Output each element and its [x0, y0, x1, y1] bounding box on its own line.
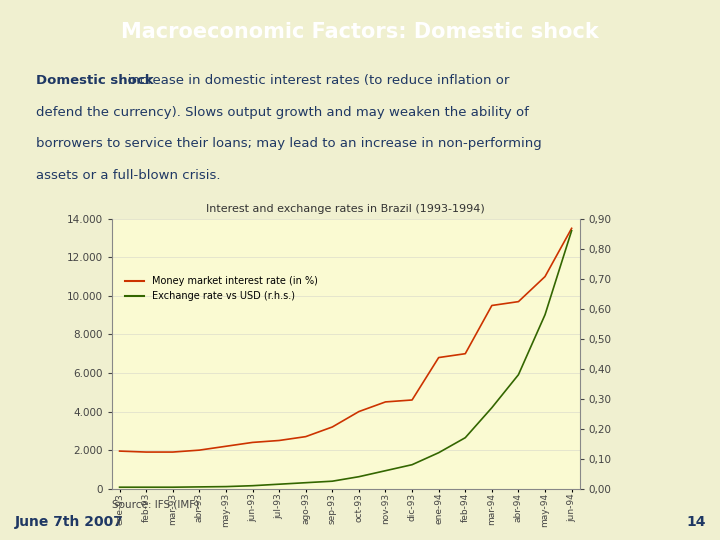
Text: Domestic shock: Domestic shock	[36, 74, 153, 87]
Text: Macroeconomic Factors: Domestic shock: Macroeconomic Factors: Domestic shock	[121, 22, 599, 43]
Text: June 7th 2007: June 7th 2007	[14, 516, 123, 529]
Text: : increase in domestic interest rates (to reduce inflation or: : increase in domestic interest rates (t…	[119, 74, 509, 87]
Legend: Money market interest rate (in %), Exchange rate vs USD (r.h.s.): Money market interest rate (in %), Excha…	[121, 272, 322, 305]
Text: 14: 14	[686, 516, 706, 529]
Text: borrowers to service their loans; may lead to an increase in non-performing: borrowers to service their loans; may le…	[36, 137, 541, 150]
Text: defend the currency). Slows output growth and may weaken the ability of: defend the currency). Slows output growt…	[36, 106, 529, 119]
Text: assets or a full-blown crisis.: assets or a full-blown crisis.	[36, 169, 220, 182]
Title: Interest and exchange rates in Brazil (1993-1994): Interest and exchange rates in Brazil (1…	[206, 204, 485, 214]
Text: Source: IFS (IMF): Source: IFS (IMF)	[112, 500, 199, 510]
